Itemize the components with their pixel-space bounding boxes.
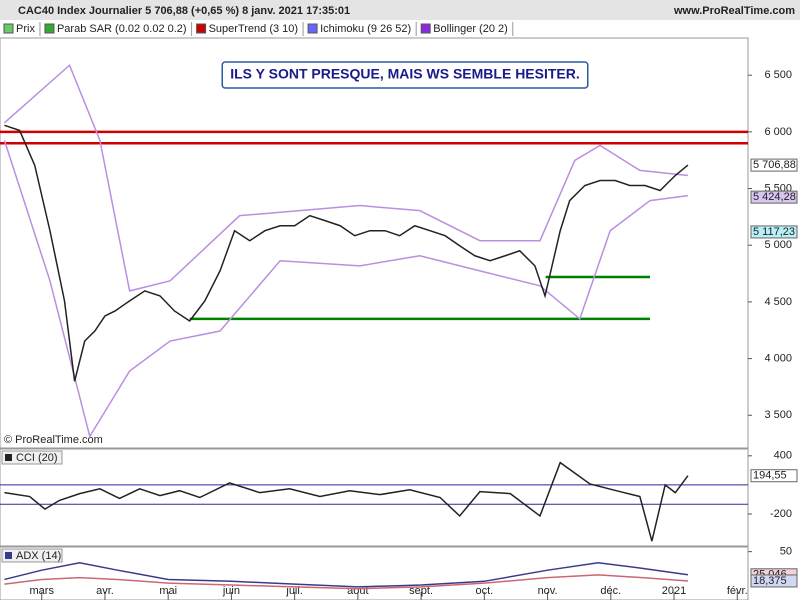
panel-title-box [1, 548, 63, 563]
panel [0, 448, 749, 547]
series-line [3, 63, 689, 292]
y-tick-label: 6 500 [764, 69, 792, 81]
x-tick-label: juil. [285, 585, 303, 597]
series-line [4, 561, 689, 588]
x-tick-label: nov. [538, 585, 558, 597]
annotation-box [221, 61, 589, 89]
y-tick-label: -200 [770, 508, 792, 520]
annotation: ILS Y SONT PRESQUE, MAIS WS SEMBLE HESIT… [230, 66, 580, 82]
y-tick-label: 6 000 [764, 126, 792, 138]
legend-label: Parab SAR (0.02 0.02 0.2) [57, 23, 187, 35]
legend-label: Prix [16, 23, 35, 35]
x-tick-label: mai [159, 585, 177, 597]
x-tick-label: avr. [96, 585, 114, 597]
panel-title: ADX (14) [16, 550, 61, 562]
x-tick-label: févr. [727, 585, 748, 597]
y-tick-label: 5 000 [764, 239, 792, 251]
x-tick-label: oct. [475, 585, 493, 597]
legend-label: Ichimoku (9 26 52) [320, 23, 411, 35]
x-tick-label: déc. [600, 585, 621, 597]
legend-swatch [196, 23, 207, 34]
price-tag [750, 225, 798, 239]
panel-title: CCI (20) [16, 452, 58, 464]
panel-title-box [1, 450, 63, 465]
y-tick-label: 3 500 [764, 409, 792, 421]
series-line [3, 140, 689, 439]
x-tick-label: juin [222, 585, 240, 597]
legend-swatch [44, 23, 55, 34]
panel-title-swatch [5, 552, 12, 559]
y-tick-label: 50 [780, 546, 792, 558]
series-line [4, 124, 689, 382]
legend-swatch [420, 23, 431, 34]
price-tag-label: 194,55 [753, 470, 787, 482]
series-line [4, 574, 688, 590]
watermark: © ProRealTime.com [4, 434, 103, 446]
panel-title-swatch [5, 454, 12, 461]
legend-swatch [307, 23, 318, 34]
price-tag-label: 18,375 [753, 575, 787, 587]
x-tick-label: 2021 [662, 585, 686, 597]
x-tick-label: sept. [409, 585, 433, 597]
header-title: CAC40 Index Journalier 5 706,88 (+0,65 %… [18, 5, 350, 17]
y-tick-label: 400 [774, 450, 792, 462]
price-tag [750, 190, 798, 204]
panel [0, 37, 749, 449]
price-tag-label: 5 117,23 [753, 226, 795, 238]
price-tag-label: 5 424,28 [753, 191, 796, 203]
legend-swatch [3, 23, 14, 34]
series-line [4, 461, 689, 542]
legend-label: SuperTrend (3 10) [209, 23, 298, 35]
price-tag [750, 158, 798, 172]
price-tag-label: 5 706,88 [753, 159, 796, 171]
legend-label: Bollinger (20 2) [433, 23, 508, 35]
y-tick-label: 4 000 [764, 352, 792, 364]
price-tag [750, 574, 798, 588]
price-tag [750, 469, 798, 483]
site: www.ProRealTime.com [673, 5, 795, 17]
panel [0, 546, 749, 600]
y-tick-label: 4 500 [764, 296, 792, 308]
x-tick-label: mars [30, 585, 55, 597]
header-bar [0, 0, 800, 20]
